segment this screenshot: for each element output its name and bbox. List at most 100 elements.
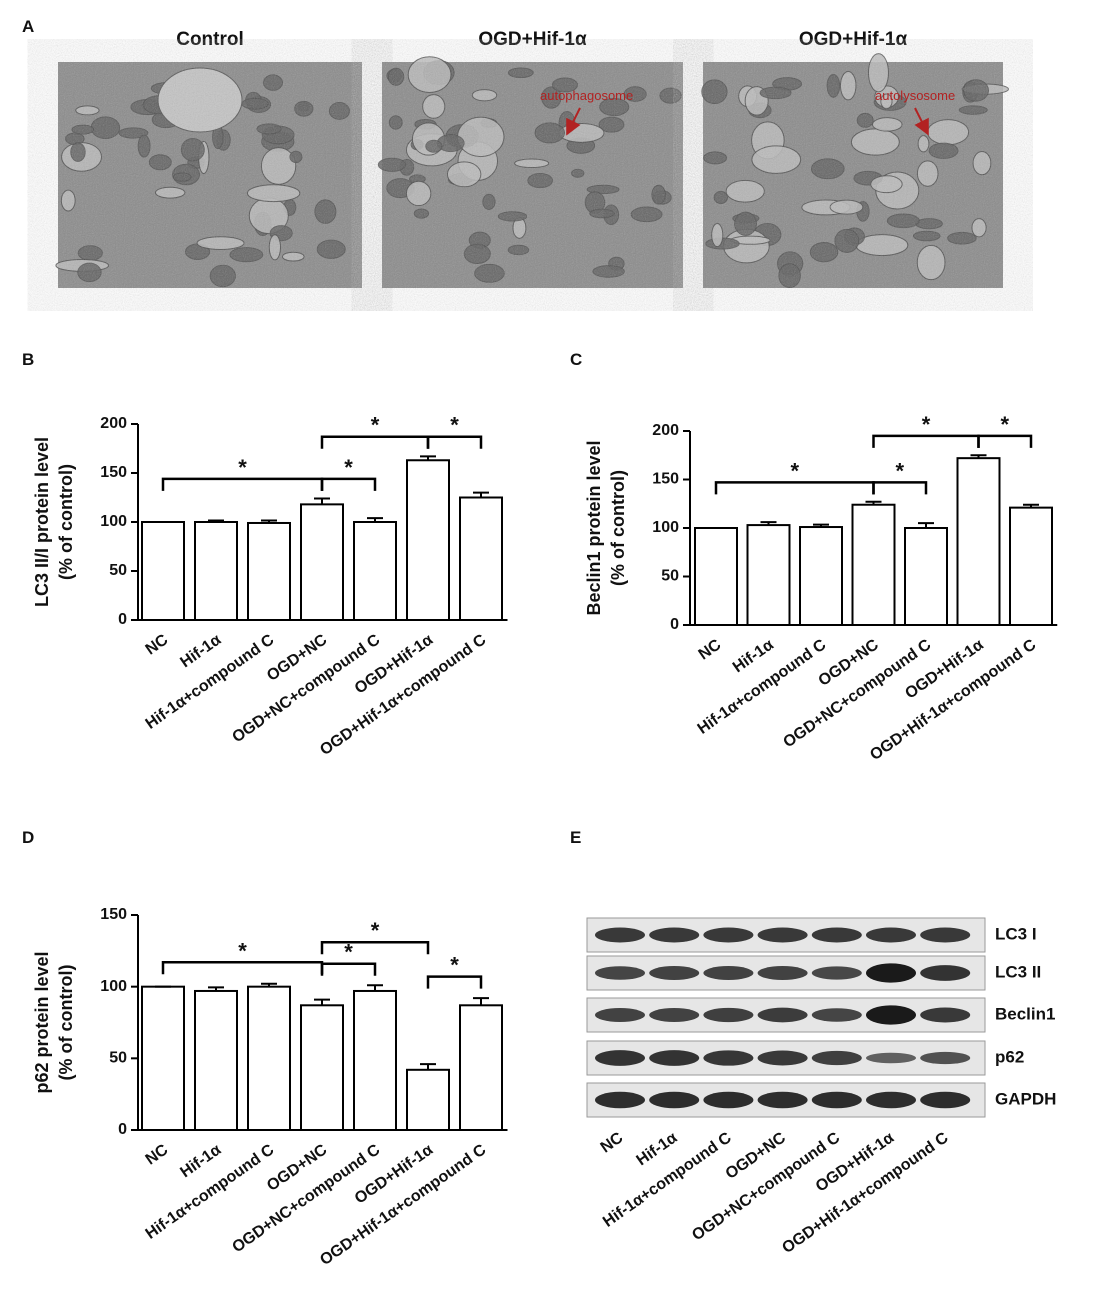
significance-bracket [320,435,430,449]
blot-band [920,1091,971,1109]
error-bar [261,519,277,523]
significance-label: * [371,918,380,943]
y-tick-label: 50 [109,562,127,579]
bar [406,1068,450,1132]
blot-band [811,966,862,980]
error-bar [420,1063,436,1070]
x-tick-label: NC [143,631,172,658]
error-bar [473,491,489,498]
blot-row-label: Beclin1 [995,1004,1055,1023]
significance-label: * [344,455,353,480]
x-tick-label: NC [143,1141,172,1168]
panel-label: E [570,828,581,847]
blot-band [703,1007,754,1023]
blot-band [757,1007,808,1023]
bar [406,459,450,622]
y-axis-label: LC3 II/I protein level [32,437,52,607]
error-bar [261,982,277,987]
y-tick-label: 200 [652,422,679,439]
significance-label: * [238,938,247,963]
blot-band [703,966,754,980]
panel-label: A [22,17,34,36]
significance-label: * [238,455,247,480]
bar [956,457,1001,626]
bar [300,1004,344,1131]
significance-bracket [320,940,430,955]
blot-band [703,1091,754,1109]
micrograph-title: Control [176,29,244,50]
y-tick-label: 0 [118,1121,127,1138]
significance-bracket [161,961,324,975]
blot-band [866,1091,916,1109]
bar [746,524,791,627]
x-tick-label: NC [696,636,725,663]
bar [300,503,344,621]
error-bar [314,998,330,1006]
annotation-arrow [914,107,929,136]
blot-band [811,927,862,943]
significance-label: * [371,413,380,438]
significance-bracket [977,434,1033,448]
significance-bracket [426,435,483,449]
error-bar [813,523,829,528]
micrograph [55,62,362,288]
bar [353,521,397,621]
bar [851,503,896,626]
error-bar [760,521,777,526]
grain [382,62,683,288]
error-bar [1023,503,1039,508]
significance-bracket [161,477,324,491]
y-tick-label: 200 [100,415,127,432]
bar [353,989,397,1132]
blot-band [649,1008,700,1022]
bar [194,521,238,621]
blot-row-label: LC3 I [995,924,1037,943]
blot-band [649,1091,700,1109]
micrograph-title: OGD+Hif-1α [478,29,587,50]
micrograph-title: OGD+Hif-1α [799,29,908,50]
y-tick-label: 100 [652,519,679,536]
blot-band [649,966,700,980]
bar [799,526,843,627]
error-bar [208,519,224,522]
y-tick-label: 100 [100,978,127,995]
bar [247,985,291,1132]
panel-label: B [22,350,34,369]
y-tick-label: 150 [652,471,679,488]
grain [58,62,362,288]
blot-band [595,1091,645,1109]
y-axis-label: (% of control) [56,965,76,1081]
blot-band [920,927,971,943]
blot-band [920,965,971,981]
error-bar [367,517,383,522]
blot-band [595,966,645,980]
error-bar [367,984,383,991]
bar [904,527,948,626]
annotation-arrow [566,107,581,136]
blot-band [757,966,808,980]
annotation: autolysosome [875,88,955,103]
blot-band [866,1005,916,1025]
significance-label: * [344,940,353,965]
significance-bracket [320,962,377,976]
blot-band [920,1051,971,1065]
micrograph [377,56,683,288]
bar [459,1004,503,1131]
blot-band [811,1091,862,1109]
error-bar [918,522,934,528]
significance-label: * [895,458,904,483]
blot-band [649,1050,700,1066]
y-tick-label: 100 [100,513,127,530]
significance-label: * [450,413,459,438]
blot-band [595,1050,645,1066]
blot-band [595,1008,645,1022]
error-bar [208,986,224,991]
blot-band [811,1008,862,1022]
y-tick-label: 150 [100,464,127,481]
blot-row-label: p62 [995,1047,1024,1066]
blot-band [703,1050,754,1066]
blot-band [703,927,754,943]
blot-lane-label: Hif-1α [634,1129,681,1169]
y-axis-label: p62 protein level [32,951,52,1093]
blot-band [649,927,700,943]
